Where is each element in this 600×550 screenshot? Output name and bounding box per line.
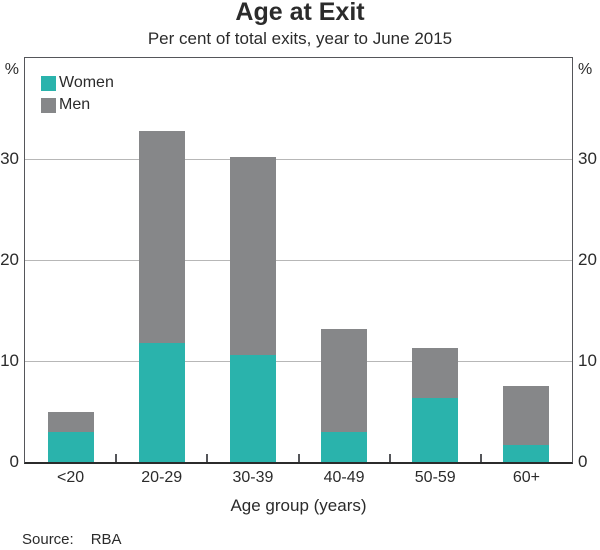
chart-title: Age at Exit (235, 0, 365, 26)
y-tick-label-right-0: 0 (578, 452, 588, 471)
y-tick-label-right-10: 10 (578, 351, 597, 370)
x-axis-tick (297, 454, 300, 462)
source-label: Source: (22, 531, 74, 548)
legend: Women Men (41, 72, 114, 116)
x-tick-label-60+: 60+ (512, 469, 540, 486)
bar-segment-women-20 (47, 431, 94, 462)
bar-segment-women-2029 (138, 342, 185, 462)
legend-swatch-men (41, 97, 56, 113)
x-tick-label-4049: 40-49 (323, 469, 365, 486)
bar-segment-women-60+ (503, 444, 550, 462)
chart-subtitle: Per cent of total exits, year to June 20… (147, 29, 453, 48)
x-axis-tick (479, 454, 482, 462)
x-axis-tick (388, 454, 391, 462)
gridline-20 (25, 259, 572, 261)
source-line: Source: RBA (22, 531, 122, 549)
legend-item-men: Men (41, 94, 114, 116)
x-tick-label-20: <20 (57, 469, 85, 486)
x-axis-tick (115, 454, 118, 462)
gridline-30 (25, 158, 572, 160)
x-axis-tick (206, 454, 209, 462)
y-tick-label-left-10: 10 (0, 351, 19, 370)
bar-segment-women-5059 (412, 398, 459, 462)
gridline-10 (25, 360, 572, 362)
plot-area: Women Men (24, 57, 573, 464)
bar-segment-men-20 (47, 411, 94, 432)
x-axis-title: Age group (years) (230, 496, 367, 515)
bar-segment-men-2029 (138, 130, 185, 343)
legend-label-women: Women (59, 74, 114, 91)
y-tick-label-right-30: 30 (578, 149, 597, 168)
bar-segment-women-4049 (321, 431, 368, 462)
bar-segment-men-3039 (229, 157, 276, 355)
y-tick-label-right-20: 20 (578, 250, 597, 269)
legend-item-women: Women (41, 72, 114, 94)
bar-segment-men-5059 (412, 347, 459, 399)
x-tick-label-5059: 50-59 (414, 469, 456, 486)
y-tick-label-left-20: 20 (0, 250, 19, 269)
legend-swatch-women (41, 75, 56, 91)
x-tick-label-3039: 30-39 (232, 469, 274, 486)
bar-segment-women-3039 (229, 354, 276, 462)
source-value: RBA (90, 531, 122, 548)
y-tick-label-left-30: 30 (0, 149, 19, 168)
bar-segment-men-60+ (503, 386, 550, 445)
x-tick-label-2029: 20-29 (141, 469, 183, 486)
legend-label-men: Men (59, 96, 91, 113)
y-axis-unit-right: % (578, 61, 593, 78)
bar-segment-men-4049 (321, 328, 368, 432)
y-axis-unit-left: % (4, 61, 19, 78)
y-tick-label-left-0: 0 (9, 452, 19, 471)
